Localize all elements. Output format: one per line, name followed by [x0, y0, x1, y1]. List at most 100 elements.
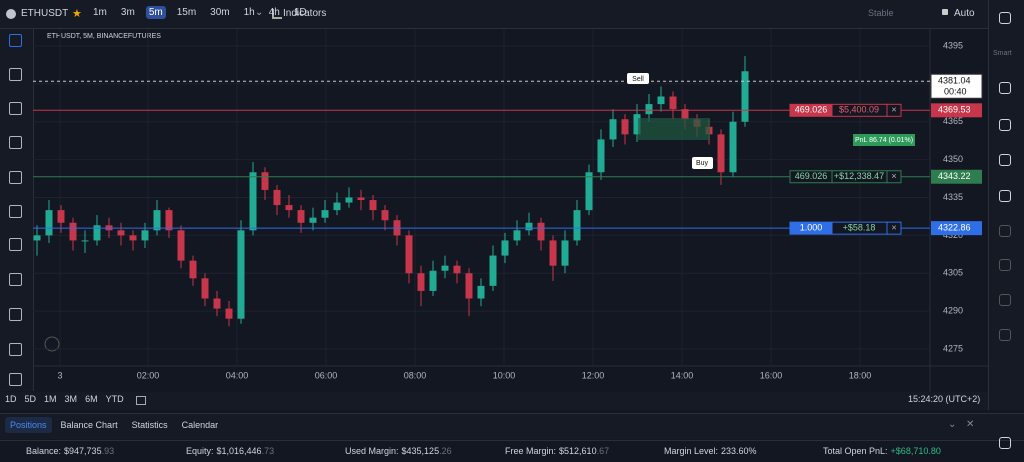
order-close-box[interactable]	[886, 170, 902, 184]
panel-icon[interactable]	[999, 294, 1011, 306]
panel-icon[interactable]	[999, 190, 1011, 202]
favorite-star[interactable]: ★	[72, 8, 82, 20]
panel-icon[interactable]	[999, 329, 1011, 341]
tool-icon[interactable]	[9, 171, 22, 184]
candle-body	[261, 172, 269, 190]
price-tag-label: 4322.86	[938, 223, 971, 233]
candle-body	[81, 240, 89, 242]
range-button[interactable]: 1M	[44, 394, 57, 404]
order-close: ×	[891, 171, 896, 181]
top-bar	[0, 0, 1024, 29]
tool-icon[interactable]	[9, 68, 22, 81]
tool-icon[interactable]	[9, 102, 22, 115]
candle-body	[129, 235, 137, 241]
tab[interactable]: Positions	[5, 417, 52, 433]
order-close-box[interactable]	[886, 103, 902, 117]
order-qty: 469.026	[795, 171, 828, 181]
range-button[interactable]: 5D	[24, 394, 37, 404]
tab[interactable]: Calendar	[181, 420, 219, 430]
candle-body	[573, 210, 581, 241]
interval-button[interactable]: 4h	[268, 7, 280, 18]
price-tag	[931, 103, 982, 118]
tab[interactable]: Statistics	[131, 420, 168, 430]
panel-icon[interactable]	[999, 82, 1011, 94]
range-button[interactable]: 6M	[85, 394, 98, 404]
tool-icon[interactable]	[9, 373, 22, 386]
more-intervals[interactable]: ⌄	[255, 7, 264, 18]
panel-icon[interactable]	[999, 225, 1011, 237]
candle-body	[165, 210, 173, 231]
order-close-box[interactable]	[886, 221, 902, 235]
candle-body	[285, 205, 293, 211]
order-close: ×	[891, 223, 896, 233]
indicators-button[interactable]: Indicators	[283, 8, 327, 19]
footer-label: Used Margin:	[345, 446, 399, 456]
tabs-bar	[0, 413, 1024, 439]
panel-icon[interactable]	[999, 12, 1011, 24]
range-button[interactable]: 3M	[64, 394, 78, 404]
candle-body	[549, 240, 557, 266]
x-tick-label: 16:00	[760, 370, 783, 380]
footer	[0, 440, 1024, 462]
scale-mode[interactable]: Auto	[954, 8, 975, 19]
range-button[interactable]: YTD	[105, 394, 124, 404]
interval-button[interactable]: 5m	[145, 6, 166, 19]
interval-button[interactable]: 1D	[293, 7, 307, 18]
tool-icon[interactable]	[9, 205, 22, 218]
indicators-icon	[272, 9, 282, 19]
tool-icon[interactable]	[9, 308, 22, 321]
footer-label: Equity:	[186, 446, 214, 456]
panel-icon[interactable]	[999, 154, 1011, 166]
footer-label: Free Margin:	[505, 446, 557, 456]
tool-icon[interactable]	[9, 343, 22, 356]
panel-icon[interactable]	[999, 119, 1011, 131]
y-tick-label: 4305	[943, 268, 963, 278]
close-button[interactable]: ✕	[966, 419, 975, 430]
interval-button[interactable]: 30m	[210, 7, 230, 18]
interval-button[interactable]: 1m	[93, 7, 107, 18]
symbol[interactable]: ETHUSDT	[21, 8, 69, 19]
y-tick-label: 4290	[943, 306, 963, 316]
candle-body	[609, 119, 617, 140]
chart: ETHUSDT, 5M, BINANCEFUTURES 4275 4290 4305…	[33, 29, 988, 392]
candle-body	[117, 230, 125, 236]
range-button[interactable]: 1D	[5, 394, 17, 404]
chart-legend: ETHUSDT, 5M, BINANCEFUTURES	[47, 33, 161, 40]
order-pnl: $5,400.09	[839, 105, 879, 115]
tool-icon[interactable]	[9, 34, 22, 47]
interval-button[interactable]: 1h	[243, 7, 255, 18]
x-tick-label: 3	[57, 370, 62, 380]
candle-body	[417, 273, 425, 291]
y-tick-label: 4365	[943, 116, 963, 126]
tab[interactable]: Balance Chart	[60, 420, 118, 430]
tool-icon[interactable]	[9, 273, 22, 286]
candle-body	[717, 134, 725, 173]
candle-body	[237, 230, 245, 319]
interval-button[interactable]: 15m	[176, 7, 197, 18]
footer-value: $1,016,446	[216, 446, 262, 456]
panel-icon[interactable]	[999, 259, 1011, 271]
sell-label: Sell	[632, 76, 644, 83]
candle-body	[57, 210, 65, 223]
footer-value: $947,735	[64, 446, 102, 456]
candle-body	[381, 210, 389, 221]
candle-body	[357, 197, 365, 201]
panel-icon[interactable]	[999, 437, 1011, 449]
collapse-button[interactable]: ⌄	[948, 419, 957, 430]
interval-button[interactable]: 3m	[120, 7, 135, 18]
candle-body	[729, 121, 737, 173]
tool-icon[interactable]	[9, 136, 22, 149]
trade-pnl: PnL 86.74 (0.01%)	[855, 137, 913, 144]
tool-icon[interactable]	[9, 238, 22, 251]
calendar-icon[interactable]	[135, 396, 146, 405]
price-tag-label: 4369.53	[938, 105, 971, 115]
lock-icon[interactable]	[942, 9, 948, 15]
candle-body	[465, 273, 473, 299]
candle-body	[273, 189, 281, 206]
y-tick-label: 4275	[943, 343, 963, 353]
drawing-toolbar	[0, 29, 34, 391]
x-tick-label: 18:00	[849, 370, 872, 380]
candle-body	[225, 308, 233, 319]
sell-box	[627, 73, 649, 84]
